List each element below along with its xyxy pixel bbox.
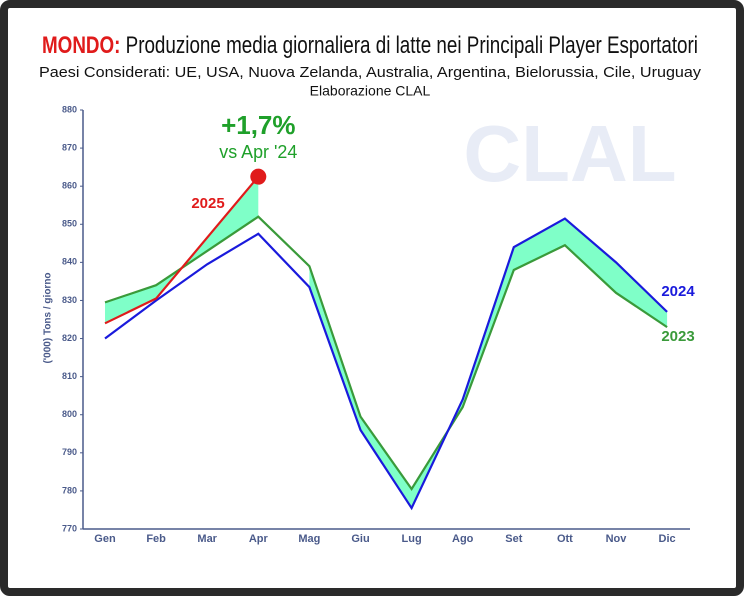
x-tick-label: Ott — [557, 533, 573, 545]
title-highlight: MONDO: — [42, 32, 120, 59]
y-tick-label: 820 — [62, 333, 77, 343]
x-tick-label: Mar — [197, 533, 217, 545]
y-tick-label: 850 — [62, 219, 77, 229]
y-tick-label: 770 — [62, 523, 77, 533]
y-axis-label: ('000) Tons / giorno — [43, 272, 54, 363]
x-tick-label: Dic — [659, 533, 676, 545]
y-tick-label: 810 — [62, 371, 77, 381]
title-text: Produzione media giornaliera di latte ne… — [120, 32, 698, 59]
annotation: vs Apr '24 — [219, 142, 297, 162]
watermark: CLAL — [463, 109, 676, 198]
x-tick-label: Nov — [606, 533, 628, 545]
y-tick-label: 860 — [62, 181, 77, 191]
subtitle: Elaborazione CLAL — [310, 83, 431, 99]
x-tick-label: Giu — [351, 533, 369, 545]
legend-label: 2025 — [191, 195, 224, 212]
y-tick-label: 830 — [62, 295, 77, 305]
x-tick-label: Gen — [94, 533, 116, 545]
highlight-dot — [250, 168, 267, 185]
legend-label: 2023 — [661, 328, 694, 345]
annotation: +1,7% — [221, 110, 295, 140]
legend-label: 2024 — [661, 283, 695, 300]
series-line — [104, 215, 668, 491]
y-tick-label: 790 — [62, 447, 77, 457]
x-tick-label: Mag — [298, 533, 320, 545]
y-tick-label: 800 — [62, 409, 77, 419]
fill-area — [105, 176, 259, 324]
x-tick-label: Apr — [249, 533, 269, 545]
series-line — [104, 175, 260, 325]
x-tick-label: Ago — [452, 533, 474, 545]
y-tick-label: 880 — [62, 104, 77, 114]
y-tick-label: 840 — [62, 257, 77, 267]
x-tick-label: Lug — [402, 533, 422, 545]
x-tick-label: Set — [505, 533, 522, 545]
frame — [0, 0, 744, 596]
y-tick-label: 870 — [62, 142, 77, 152]
subtitle: Paesi Considerati: UE, USA, Nuova Zeland… — [39, 64, 702, 81]
y-tick-label: 780 — [62, 485, 77, 495]
chart-title: MONDO: Produzione media giornaliera di l… — [42, 32, 698, 59]
x-tick-label: Feb — [146, 533, 166, 545]
series-line — [104, 217, 668, 511]
